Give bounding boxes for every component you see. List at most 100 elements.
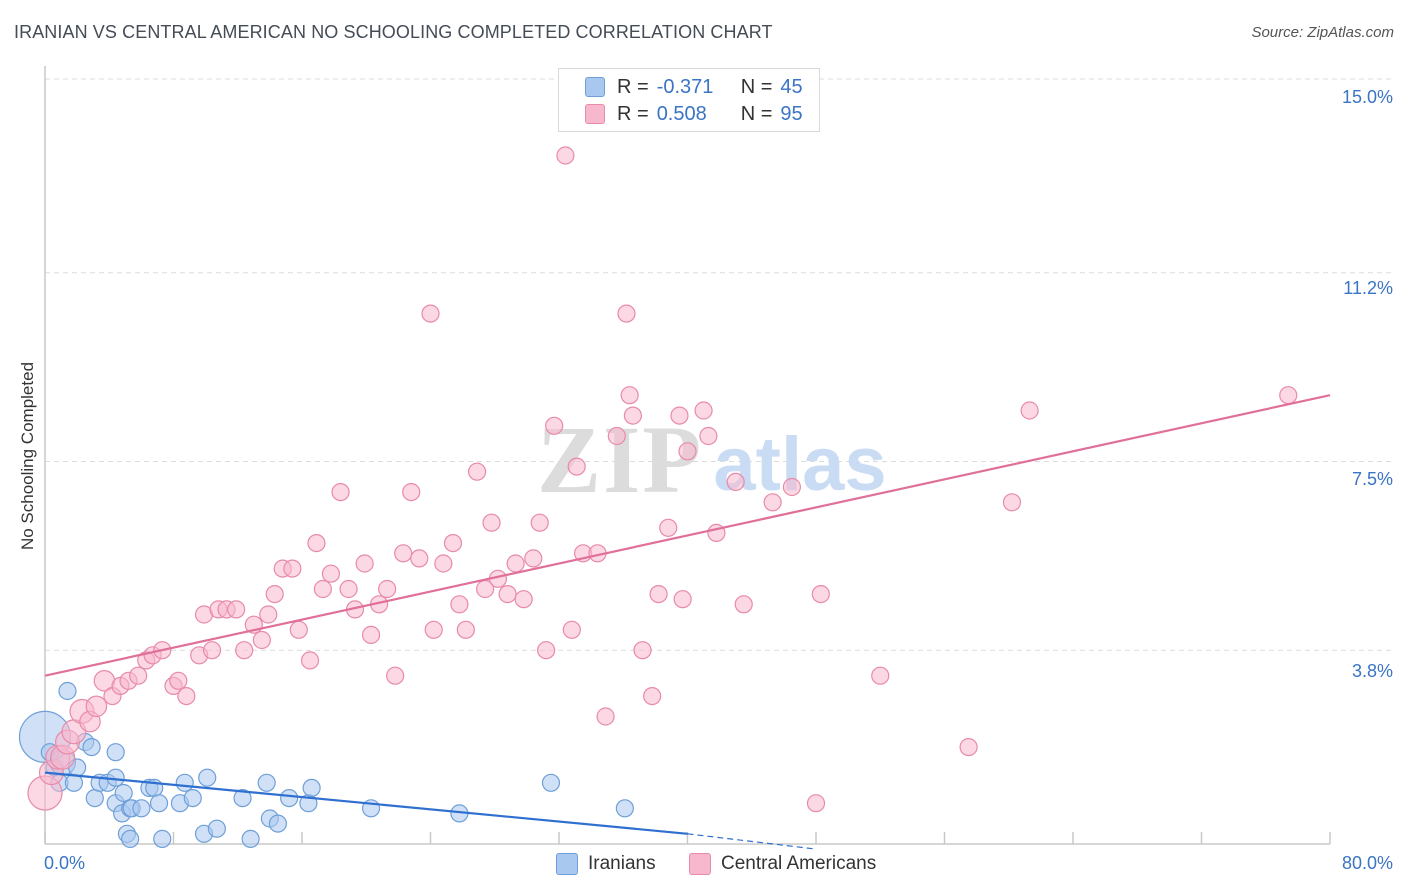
central-american-point — [85, 695, 108, 718]
central-american-point — [694, 401, 713, 420]
iranian-point — [121, 829, 140, 849]
iranian-point — [106, 743, 125, 762]
y-tick-label: 7.5% — [1351, 469, 1393, 489]
bottom-legend-swatch-iranians — [556, 853, 578, 875]
central-american-point — [1002, 493, 1022, 512]
legend-row-iranians: R = -0.371 N = 45 — [585, 74, 803, 100]
x-tick-label-min: 0.0% — [44, 853, 86, 873]
central-american-point — [202, 641, 222, 660]
y-axis-title: No Schooling Completed — [18, 361, 37, 551]
iranian-point — [175, 773, 194, 792]
bottom-legend-swatch-central-americans — [689, 853, 711, 875]
central-american-point — [811, 584, 830, 604]
iranian-point — [541, 773, 561, 792]
central-american-point — [562, 620, 581, 639]
central-american-point — [421, 304, 440, 323]
legend-n-value: 95 — [780, 102, 803, 125]
central-american-point — [378, 579, 397, 599]
iranian-point — [241, 829, 260, 849]
central-american-point — [620, 386, 639, 405]
y-tick-label: 15.0% — [1341, 87, 1393, 107]
central-american-point — [227, 600, 246, 619]
iranian-point — [149, 794, 169, 813]
central-american-point — [443, 533, 463, 553]
central-american-point — [289, 620, 308, 639]
central-american-point — [537, 641, 556, 660]
central-american-point — [300, 651, 320, 670]
legend-n-label: N = — [740, 102, 773, 125]
central-american-point — [734, 595, 753, 614]
central-american-point — [959, 737, 978, 757]
y-tick-label: 3.8% — [1351, 661, 1393, 681]
central-american-point — [424, 620, 443, 639]
central-american-point — [259, 605, 278, 624]
central-american-point — [355, 554, 374, 573]
iranian-point — [257, 773, 276, 792]
central-american-point — [530, 513, 549, 532]
iranian-point — [132, 799, 151, 818]
central-american-point — [607, 426, 626, 446]
iranian-point — [198, 768, 217, 787]
central-american-point — [410, 549, 429, 568]
central-american-point — [567, 457, 586, 476]
central-american-point — [339, 579, 358, 599]
iranian-point — [207, 819, 226, 838]
iranian-point — [58, 681, 77, 701]
iranian-point — [153, 829, 172, 849]
central-american-point — [514, 590, 533, 609]
watermark: ZIP atlas — [537, 406, 887, 513]
central-american-point — [331, 483, 350, 502]
central-american-point — [482, 513, 501, 532]
central-american-point — [1020, 401, 1039, 420]
trend-lines — [44, 394, 1331, 850]
legend-n-label: N = — [740, 75, 773, 98]
legend-r-label: R = — [617, 102, 649, 125]
watermark-atlas: atlas — [713, 422, 886, 507]
central-american-point — [649, 584, 668, 604]
iranian-point — [82, 737, 101, 757]
correlation-legend: R = -0.371 N = 45 R = 0.508 N = 95 — [558, 68, 820, 132]
central-american-point — [545, 416, 564, 435]
central-american-point — [623, 406, 642, 425]
central-american-point — [498, 584, 517, 604]
central-american-point — [1279, 386, 1298, 405]
central-american-point — [313, 579, 332, 599]
series-central-americans — [27, 146, 1298, 813]
central-american-point — [467, 462, 487, 481]
central-american-point — [659, 518, 678, 537]
iranians-trend-line — [44, 771, 688, 835]
central-american-point — [361, 625, 381, 645]
iranian-point — [114, 783, 133, 803]
bottom-legend-iranians: Iranians — [556, 851, 656, 877]
grid-lines — [45, 78, 1392, 651]
central-american-point — [402, 483, 421, 502]
central-american-point — [386, 666, 405, 685]
central-american-point — [394, 544, 413, 563]
central-american-point — [169, 671, 188, 690]
iranian-point — [85, 788, 104, 808]
central-american-point — [617, 304, 636, 323]
central-american-point — [643, 686, 662, 706]
iranian-point — [280, 788, 299, 808]
central-american-point — [678, 442, 697, 461]
central-american-point — [806, 794, 826, 813]
central-american-point — [726, 472, 745, 491]
central-american-point — [283, 559, 302, 578]
series-layer — [18, 146, 1298, 849]
central-american-point — [670, 406, 689, 425]
central-american-point — [763, 493, 782, 512]
central-american-point — [265, 584, 284, 604]
central-american-point — [235, 641, 254, 660]
legend-row-central-americans: R = 0.508 N = 95 — [585, 101, 803, 127]
iranian-point — [302, 778, 321, 798]
central-american-point — [673, 590, 692, 609]
legend-n-value: 45 — [780, 75, 803, 98]
central-american-point — [177, 686, 196, 706]
chart-source: Source: ZipAtlas.com — [1251, 24, 1394, 41]
central-american-point — [456, 620, 475, 639]
iranian-point — [615, 799, 634, 818]
central-american-point — [782, 477, 802, 497]
series-iranians — [18, 681, 634, 849]
central-american-point — [871, 666, 890, 685]
